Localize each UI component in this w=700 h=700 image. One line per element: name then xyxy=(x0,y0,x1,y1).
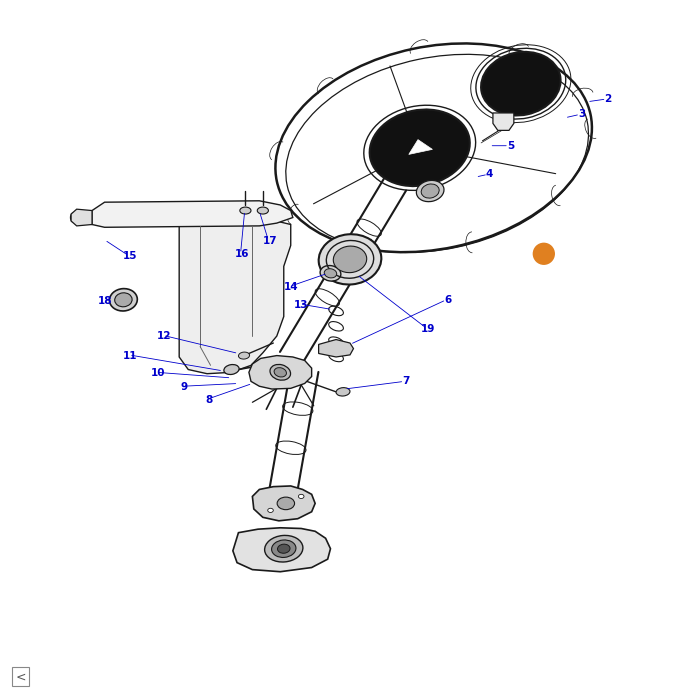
Text: 8: 8 xyxy=(206,395,213,405)
Ellipse shape xyxy=(298,494,304,498)
Text: 13: 13 xyxy=(294,300,309,309)
Text: 4: 4 xyxy=(486,169,493,178)
Polygon shape xyxy=(409,139,433,155)
Ellipse shape xyxy=(270,365,290,380)
Ellipse shape xyxy=(333,246,367,272)
Text: 10: 10 xyxy=(150,368,164,378)
Text: 19: 19 xyxy=(421,324,435,334)
Ellipse shape xyxy=(240,207,251,214)
Polygon shape xyxy=(253,486,315,521)
Ellipse shape xyxy=(320,265,341,281)
Polygon shape xyxy=(318,340,354,357)
Text: 5: 5 xyxy=(507,141,514,150)
Polygon shape xyxy=(179,218,290,374)
Ellipse shape xyxy=(277,544,290,553)
Text: <: < xyxy=(15,671,26,683)
Polygon shape xyxy=(511,76,532,90)
Ellipse shape xyxy=(421,184,439,198)
Circle shape xyxy=(533,243,555,265)
Text: 16: 16 xyxy=(234,248,249,259)
Ellipse shape xyxy=(277,497,295,510)
Ellipse shape xyxy=(115,293,132,307)
Ellipse shape xyxy=(265,536,303,562)
Text: 3: 3 xyxy=(578,109,585,119)
Ellipse shape xyxy=(272,540,296,557)
Polygon shape xyxy=(233,528,330,572)
Ellipse shape xyxy=(267,508,273,512)
Text: 7: 7 xyxy=(402,377,409,386)
Polygon shape xyxy=(92,201,293,228)
Text: 9: 9 xyxy=(181,382,188,392)
Polygon shape xyxy=(249,356,312,389)
Ellipse shape xyxy=(318,234,382,284)
Ellipse shape xyxy=(274,368,286,377)
Ellipse shape xyxy=(224,365,239,374)
Ellipse shape xyxy=(324,269,337,278)
Text: 2: 2 xyxy=(604,94,612,104)
Text: 11: 11 xyxy=(123,351,138,360)
Ellipse shape xyxy=(239,352,250,359)
Text: 6: 6 xyxy=(444,295,452,304)
Ellipse shape xyxy=(336,388,350,396)
Polygon shape xyxy=(493,113,514,130)
Polygon shape xyxy=(71,209,92,226)
Text: 15: 15 xyxy=(123,251,138,261)
Ellipse shape xyxy=(370,109,470,186)
Text: 18: 18 xyxy=(97,296,112,306)
Text: 12: 12 xyxy=(157,331,171,341)
Text: 17: 17 xyxy=(262,235,277,246)
Text: 14: 14 xyxy=(284,282,298,293)
Ellipse shape xyxy=(258,207,268,214)
Ellipse shape xyxy=(481,52,561,116)
Ellipse shape xyxy=(416,181,444,202)
Ellipse shape xyxy=(109,288,137,311)
